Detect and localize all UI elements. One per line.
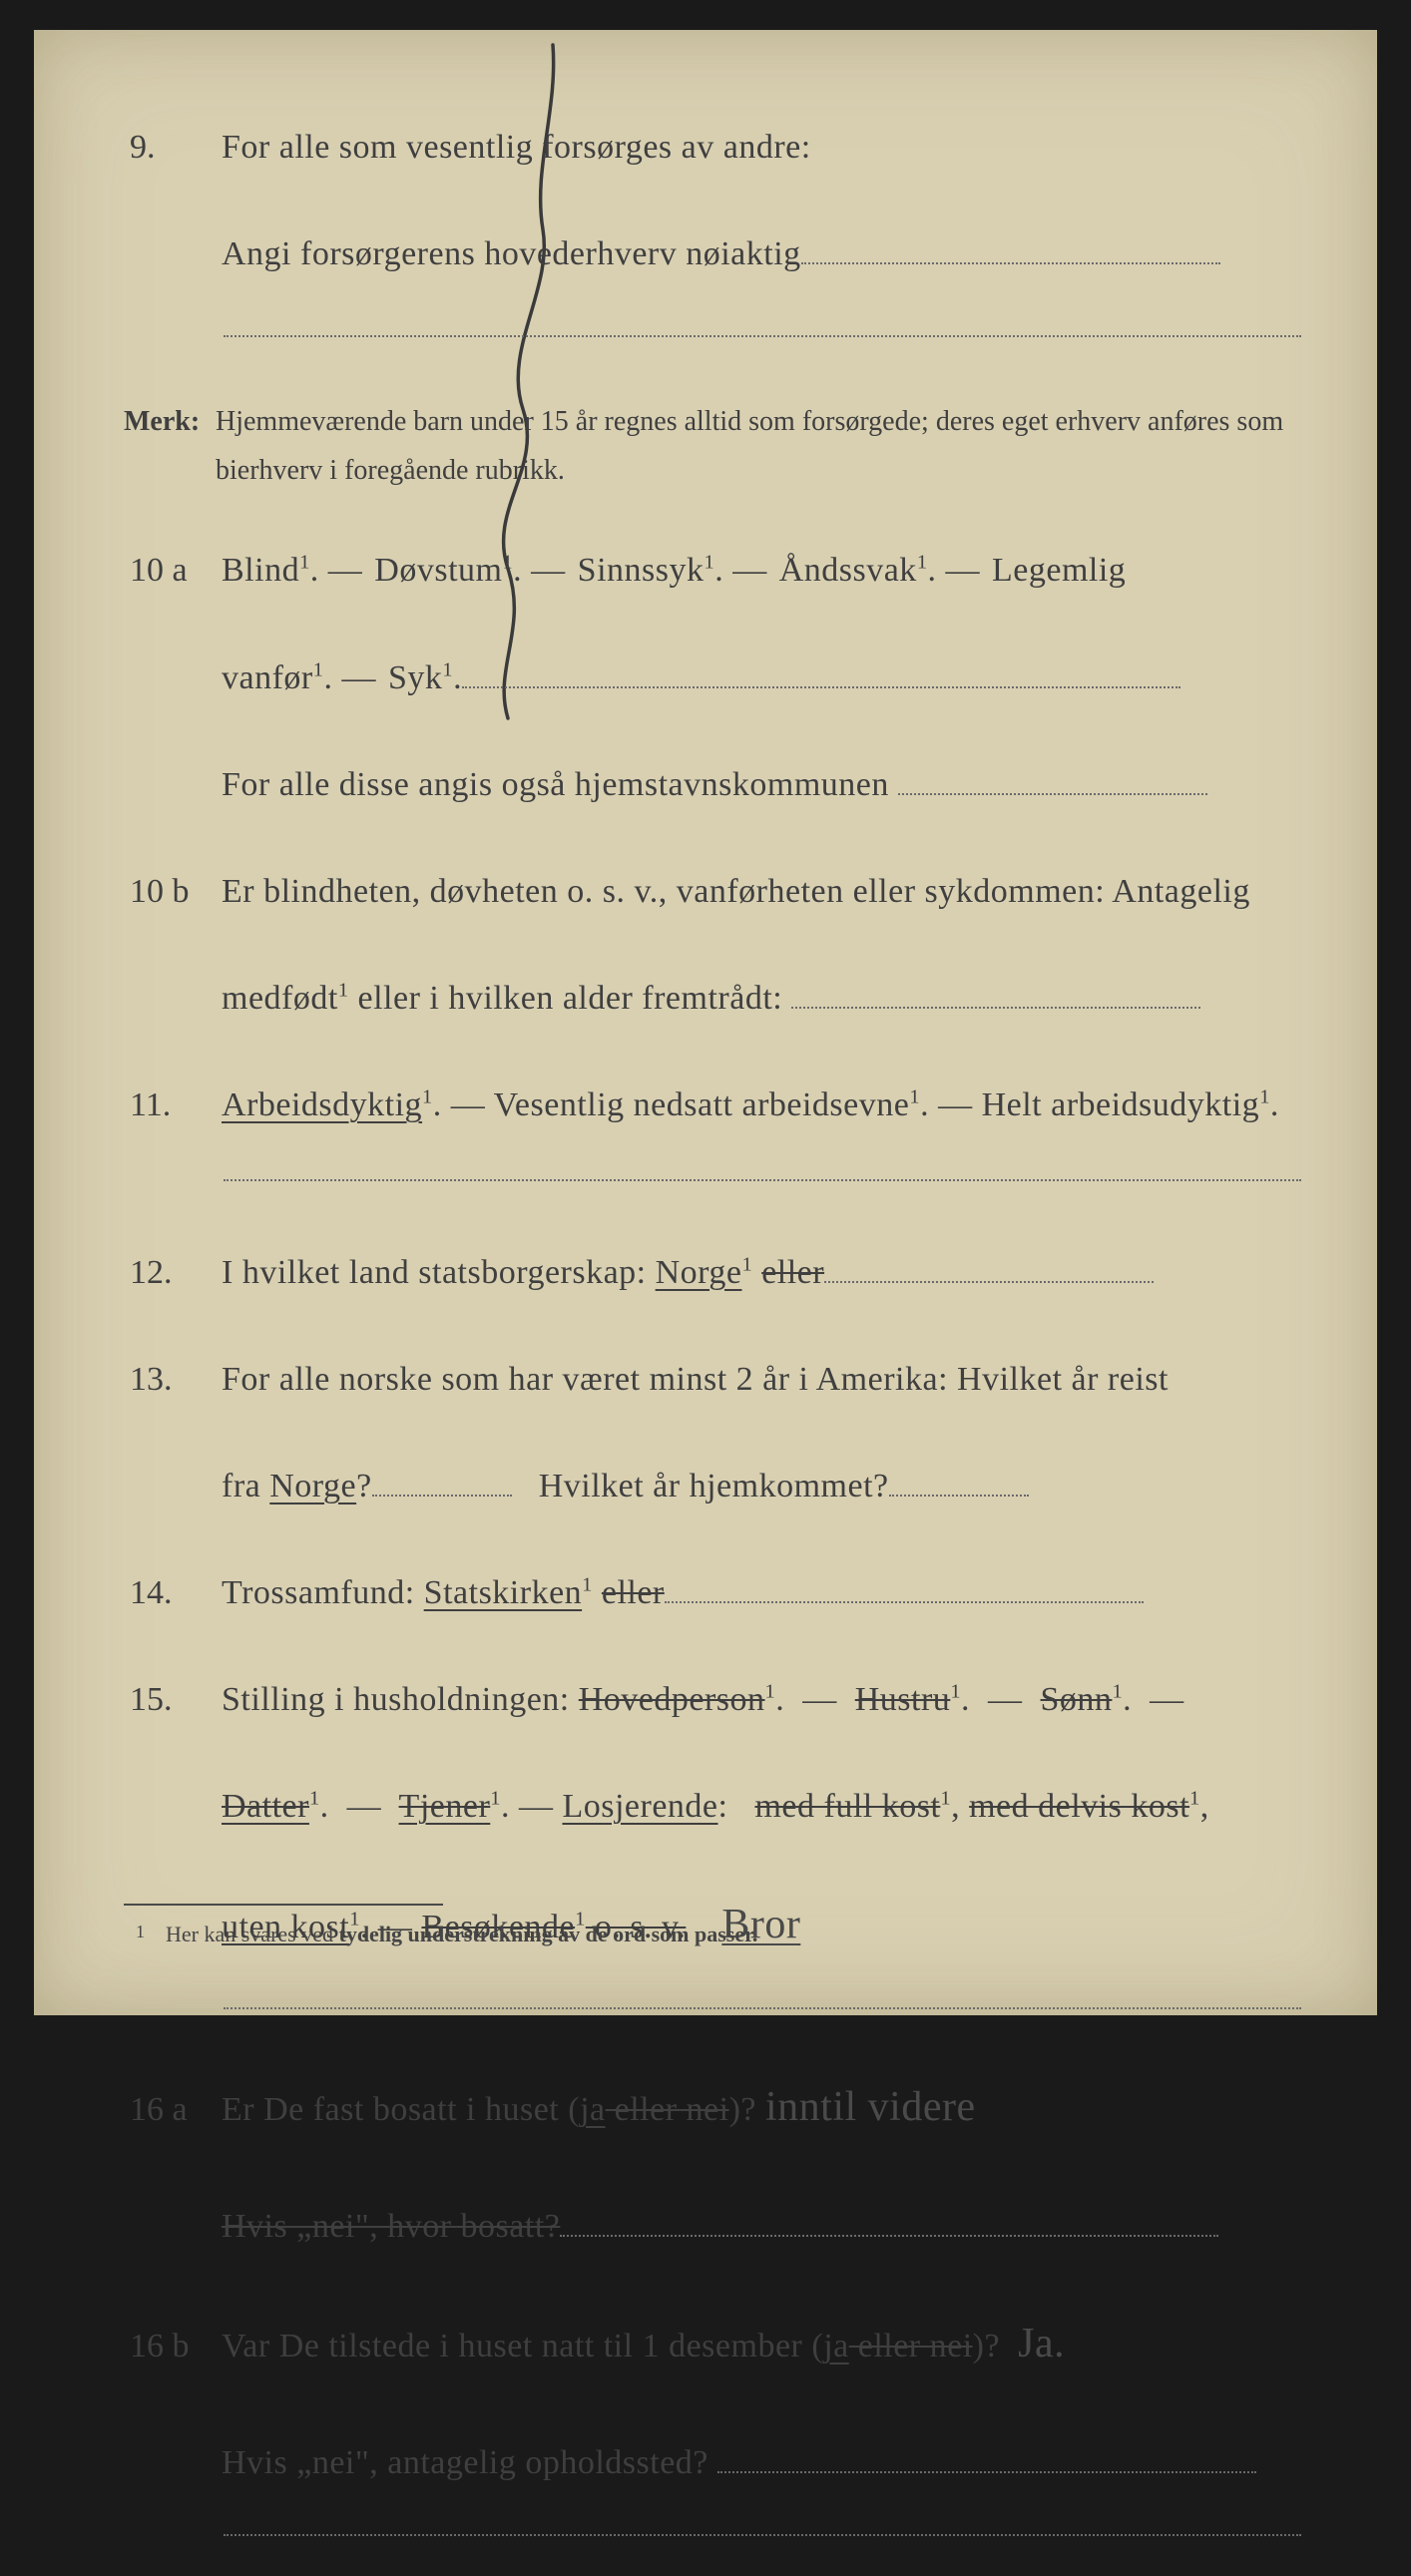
- q12-norge: Norge: [656, 1254, 742, 1291]
- q14-number: 14.: [124, 1545, 222, 1640]
- q10a-legemlig: Legemlig: [992, 552, 1126, 589]
- merk-note: Merk: Hjemmeværende barn under 15 år reg…: [124, 377, 1301, 495]
- q11-continuation-line[interactable]: [224, 1177, 1301, 1181]
- q9-text1: For alle som vesentlig forsørges av andr…: [222, 100, 1301, 195]
- q15-med-full: med full kost: [754, 1788, 940, 1825]
- q10a-vanfor: vanfør: [222, 659, 313, 696]
- q16a-hvis-nei: Hvis „nei", hvor bosatt?: [222, 2208, 560, 2245]
- q15-hovedperson: Hovedperson: [579, 1681, 765, 1718]
- q12-eller: eller: [761, 1254, 824, 1291]
- q16a-line2: Hvis „nei", hvor bosatt?: [124, 2179, 1301, 2274]
- q16b-handwritten: Ja.: [1018, 2321, 1065, 2366]
- q9-continuation-line[interactable]: [224, 333, 1301, 337]
- q15-continuation-line[interactable]: [224, 2005, 1301, 2009]
- q10a-line1: 10 a Blind1. — Døvstum1. — Sinnssyk1. — …: [124, 523, 1301, 618]
- q10b-medfodt: medfødt: [222, 980, 338, 1017]
- q14-blank[interactable]: [665, 1570, 1144, 1603]
- q14-eller: eller: [602, 1574, 665, 1611]
- q10a-blank1[interactable]: [462, 655, 1180, 688]
- q11-arbeidsdyktig: Arbeidsdyktig: [222, 1086, 422, 1123]
- q16b-continuation-line[interactable]: [224, 2532, 1301, 2536]
- q10a-number: 10 a: [124, 523, 222, 618]
- q10a-blind: Blind: [222, 552, 299, 589]
- q13-line2: fra Norge? Hvilket år hjemkommet?: [124, 1439, 1301, 1533]
- q13-blank2[interactable]: [889, 1464, 1029, 1497]
- q15-med-delvis: med delvis kost: [969, 1788, 1189, 1825]
- form-content: 9. For alle som vesentlig forsørges av a…: [124, 100, 1301, 2576]
- q16b-line2: Hvis „nei", antagelig opholdssted?: [124, 2415, 1301, 2510]
- census-form-page: 9. For alle som vesentlig forsørges av a…: [34, 30, 1377, 2015]
- q10a-blank2[interactable]: [898, 762, 1207, 795]
- q9-number: 9.: [124, 100, 222, 195]
- q16b-line1: 16 b Var De tilstede i huset natt til 1 …: [124, 2286, 1301, 2403]
- q10b-number: 10 b: [124, 844, 222, 939]
- footnote-rule: [124, 1904, 443, 1906]
- q12-line: 12. I hvilket land statsborgerskap: Norg…: [124, 1225, 1301, 1320]
- q10a-andssvak: Åndssvak: [779, 552, 917, 589]
- q9-blank[interactable]: [801, 232, 1220, 265]
- q13-line1: 13. For alle norske som har været minst …: [124, 1332, 1301, 1427]
- q12-blank[interactable]: [824, 1250, 1154, 1283]
- q10a-line3: For alle disse angis også hjemstavnskomm…: [124, 737, 1301, 832]
- footnote: 1 Her kan svares ved tydelig understrekn…: [166, 1922, 757, 1947]
- q14-line: 14. Trossamfund: Statskirken1 eller: [124, 1545, 1301, 1640]
- q11-number: 11.: [124, 1058, 222, 1152]
- q16a-eller-nei: eller nei: [606, 2091, 729, 2128]
- q10b-text1: Er blindheten, døvheten o. s. v., vanfør…: [222, 844, 1301, 939]
- q10a-line2: vanfør1. — Syk1.: [124, 631, 1301, 725]
- q16b-number: 16 b: [124, 2299, 222, 2393]
- q16b-eller-nei: eller nei: [849, 2328, 973, 2364]
- q13-blank1[interactable]: [372, 1464, 512, 1497]
- q15-line2: Datter1. — Tjener1. — Losjerende: med fu…: [124, 1759, 1301, 1854]
- q9-line2: Angi forsørgerens hovederhverv nøiaktig: [124, 207, 1301, 301]
- q16a-handwritten: inntil videre: [765, 2084, 976, 2130]
- q15-number: 15.: [124, 1652, 222, 1747]
- q11-line: 11. Arbeidsdyktig1. — Vesentlig nedsatt …: [124, 1058, 1301, 1152]
- q10a-sinnssyk: Sinnssyk: [578, 552, 705, 589]
- q10a-hjemstavn: For alle disse angis også hjemstavnskomm…: [222, 766, 889, 803]
- q9-line1: 9. For alle som vesentlig forsørges av a…: [124, 100, 1301, 195]
- q15-hustru: Hustru: [855, 1681, 951, 1718]
- q16b-ja: ja: [823, 2328, 849, 2364]
- q16b-blank[interactable]: [717, 2440, 1256, 2473]
- q16a-blank[interactable]: [560, 2204, 1218, 2237]
- q15-datter: Datter: [222, 1788, 309, 1825]
- q15-sonn: Sønn: [1041, 1681, 1113, 1718]
- q11-nedsatt: Vesentlig nedsatt arbeidsevne: [494, 1086, 910, 1123]
- q10a-syk: Syk: [388, 659, 442, 696]
- q11-udyktig: Helt arbeidsudyktig: [982, 1086, 1260, 1123]
- q16a-number: 16 a: [124, 2062, 222, 2157]
- q13-norge: Norge: [269, 1468, 356, 1504]
- q15-losjerende: Losjerende: [562, 1788, 717, 1825]
- footnote-number: 1: [136, 1922, 145, 1942]
- merk-text: Hjemmeværende barn under 15 år regnes al…: [216, 397, 1301, 495]
- q10a-dovstum: Døvstum: [374, 552, 502, 589]
- q10b-line1: 10 b Er blindheten, døvheten o. s. v., v…: [124, 844, 1301, 939]
- q14-statskirken: Statskirken: [424, 1574, 582, 1611]
- q16a-ja: ja: [580, 2091, 606, 2128]
- footnote-bold: tydelig understrekning av de ord som pas…: [339, 1922, 758, 1946]
- merk-label: Merk:: [124, 377, 216, 461]
- q16a-line1: 16 a Er De fast bosatt i huset (ja eller…: [124, 2049, 1301, 2167]
- q12-number: 12.: [124, 1225, 222, 1320]
- q9-text2: Angi forsørgerens hovederhverv nøiaktig: [222, 207, 1301, 301]
- q10b-line2: medfødt1 eller i hvilken alder fremtrådt…: [124, 951, 1301, 1046]
- q13-text1: For alle norske som har været minst 2 år…: [222, 1332, 1301, 1427]
- q16b-hvis-nei: Hvis „nei", antagelig opholdssted?: [222, 2444, 708, 2481]
- q10b-blank[interactable]: [791, 977, 1200, 1010]
- q15-line1: 15. Stilling i husholdningen: Hovedperso…: [124, 1652, 1301, 1747]
- q13-hjemkommet: Hvilket år hjemkommet?: [539, 1468, 889, 1504]
- q13-number: 13.: [124, 1332, 222, 1427]
- q15-tjener: Tjener: [399, 1788, 491, 1825]
